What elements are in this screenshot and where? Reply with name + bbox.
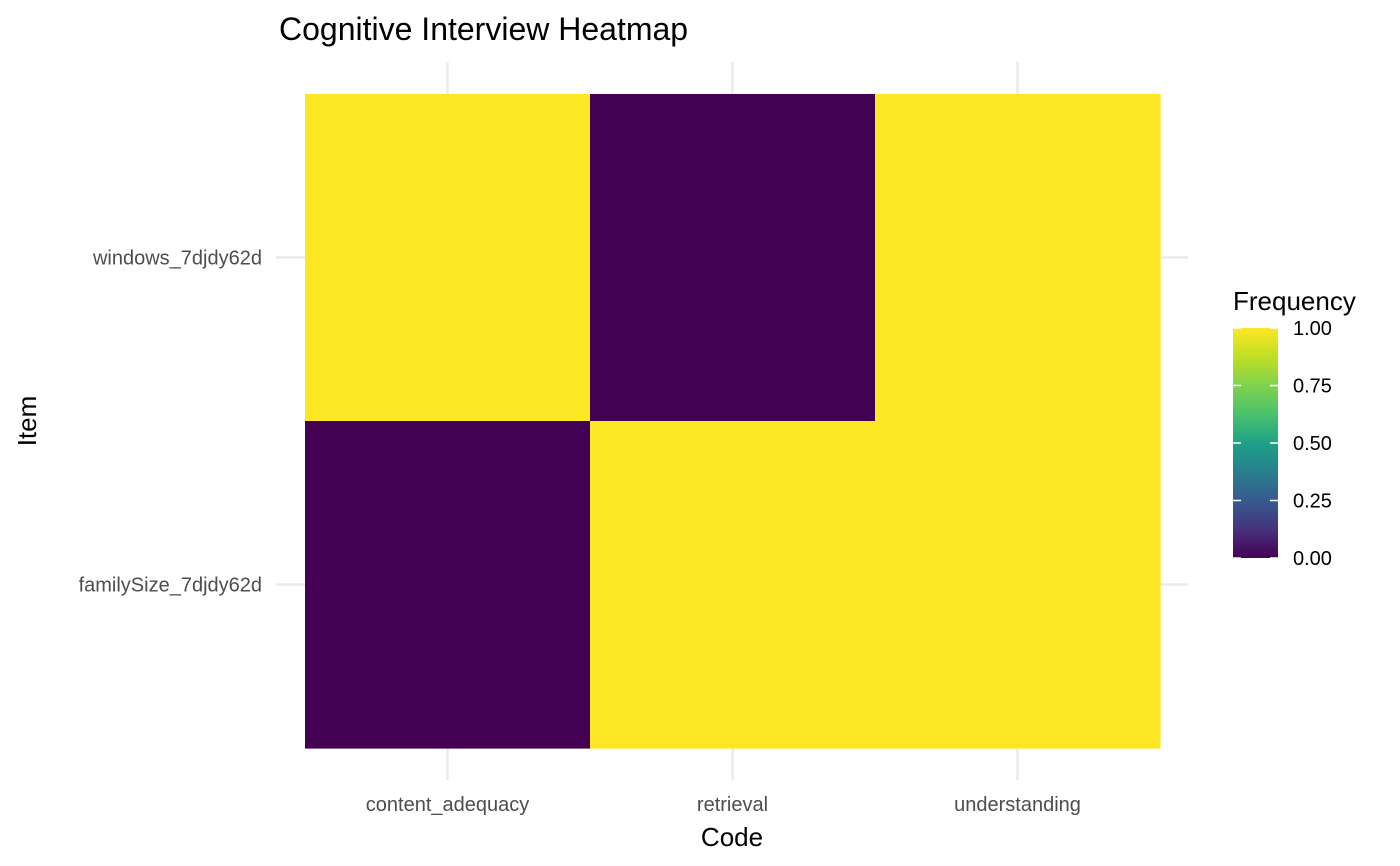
x-tick-label: understanding bbox=[954, 794, 1081, 816]
heatmap-tile-windows_7djdy62d-understanding bbox=[875, 94, 1161, 422]
heatmap-tiles bbox=[305, 94, 1161, 749]
x-tick-label: retrieval bbox=[697, 794, 768, 816]
y-axis-ticks: windows_7djdy62d familySize_7djdy62d bbox=[79, 248, 262, 597]
legend-tick-label: 0.25 bbox=[1293, 491, 1332, 513]
legend-tick-label: 1.00 bbox=[1293, 318, 1332, 340]
legend-tick-label: 0.00 bbox=[1293, 548, 1332, 570]
y-tick-label: familySize_7djdy62d bbox=[79, 575, 262, 597]
y-axis-title: Item bbox=[12, 396, 42, 447]
chart-title: Cognitive Interview Heatmap bbox=[279, 11, 688, 47]
legend-tick-label: 0.75 bbox=[1293, 376, 1332, 398]
heatmap-tile-windows_7djdy62d-retrieval bbox=[590, 94, 876, 422]
heatmap-tile-familySize_7djdy62d-content_adequacy bbox=[305, 421, 591, 749]
legend-tick-label: 0.50 bbox=[1293, 433, 1332, 455]
x-axis-title: Code bbox=[701, 822, 763, 852]
color-legend: Frequency 1.00 0.75 0.50 0.25 0.00 bbox=[1233, 286, 1356, 570]
y-tick-label: windows_7djdy62d bbox=[92, 248, 262, 270]
heatmap-tile-familySize_7djdy62d-retrieval bbox=[590, 421, 876, 749]
x-axis-ticks: content_adequacy retrieval understanding bbox=[366, 794, 1081, 816]
x-tick-label: content_adequacy bbox=[366, 794, 529, 816]
heatmap-tile-familySize_7djdy62d-understanding bbox=[875, 421, 1161, 749]
legend-title: Frequency bbox=[1233, 286, 1356, 316]
heatmap-tile-windows_7djdy62d-content_adequacy bbox=[305, 94, 591, 422]
legend-ticks: 1.00 0.75 0.50 0.25 0.00 bbox=[1233, 318, 1332, 570]
